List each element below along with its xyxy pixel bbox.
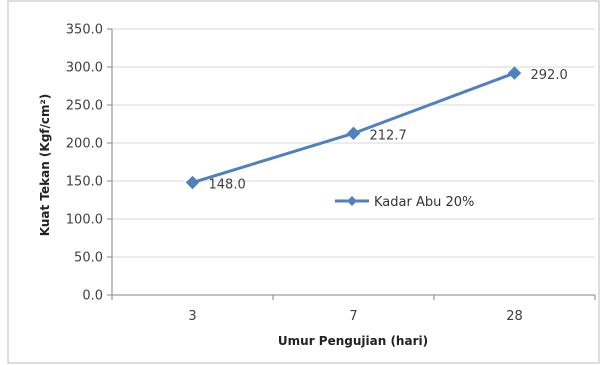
y-tick-label: 100.0	[66, 213, 103, 228]
legend: Kadar Abu 20%	[335, 195, 474, 210]
y-tick-label: 0.0	[82, 289, 103, 304]
data-label: 148.0	[209, 178, 246, 193]
x-tick-label: 7	[349, 309, 357, 324]
x-tick-label: 3	[188, 309, 196, 324]
y-tick-label: 150.0	[66, 175, 103, 190]
series-layer	[185, 66, 522, 190]
y-tick-label: 350.0	[66, 23, 103, 38]
data-point-marker	[185, 175, 200, 190]
labels-layer: 0.0 50.0 100.0 150.0 200.0 250.0 300.0 350.0 3 7 2…	[66, 23, 568, 325]
data-label: 212.7	[370, 128, 407, 143]
y-tick-label: 50.0	[74, 251, 103, 266]
axes	[107, 28, 596, 300]
data-point-marker	[507, 66, 522, 80]
y-tick-label: 200.0	[66, 137, 103, 152]
y-tick-label: 250.0	[66, 99, 103, 114]
x-axis-title: Umur Pengujian (hari)	[278, 334, 428, 348]
y-tick-label: 300.0	[66, 61, 103, 76]
data-point-marker	[346, 126, 361, 141]
y-axis-title: Kuat Tekan (Kgf/cm²)	[38, 94, 52, 237]
data-label: 292.0	[531, 68, 568, 83]
legend-marker	[347, 196, 357, 206]
legend-label: Kadar Abu 20%	[374, 195, 474, 210]
x-tick-label: 28	[506, 309, 523, 324]
chart-border	[7, 0, 600, 364]
